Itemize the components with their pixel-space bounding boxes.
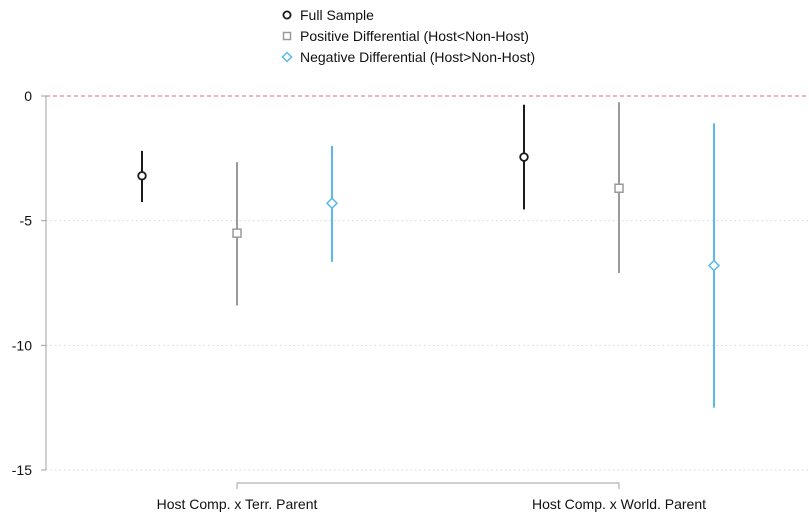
legend-item-full-sample: Full Sample <box>278 4 535 25</box>
legend-label: Negative Differential (Host>Non-Host) <box>300 48 536 65</box>
legend-item-positive-differential: Positive Differential (Host<Non-Host) <box>278 25 535 46</box>
legend: Full Sample Positive Differential (Host<… <box>278 4 535 67</box>
y-tick-label: -5 <box>20 213 33 229</box>
estimate-point <box>519 152 529 162</box>
y-tick-label: -15 <box>12 462 32 478</box>
y-tick-label: -10 <box>12 337 32 353</box>
estimate-point <box>707 259 721 272</box>
x-tick-label: Host Comp. x Terr. Parent <box>157 496 318 512</box>
legend-label: Positive Differential (Host<Non-Host) <box>300 27 529 44</box>
square-marker-icon <box>278 29 296 43</box>
legend-item-negative-differential: Negative Differential (Host>Non-Host) <box>278 46 535 67</box>
estimate-point <box>325 197 339 210</box>
legend-label: Full Sample <box>300 6 374 23</box>
x-tick-label: Host Comp. x World. Parent <box>532 496 706 512</box>
circle-marker-icon <box>278 8 296 22</box>
estimate-point <box>232 228 242 238</box>
estimate-point <box>614 183 624 194</box>
estimate-point <box>137 171 147 181</box>
y-tick-label: 0 <box>24 88 32 104</box>
diamond-marker-icon <box>278 50 296 64</box>
